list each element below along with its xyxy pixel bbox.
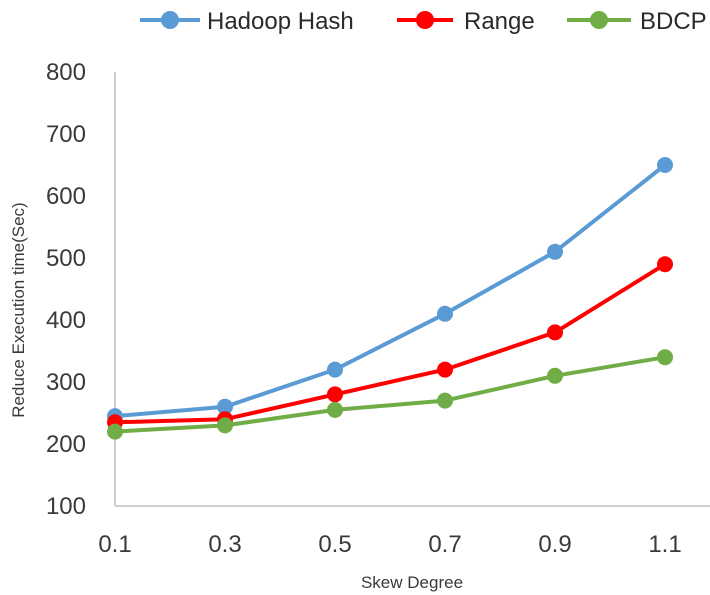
- series-bdcp: [107, 349, 673, 440]
- series-line: [113, 163, 667, 419]
- series-hadoop-hash: [107, 157, 673, 425]
- y-tick-labels: 100 200 300 400 500 600 700 800: [46, 59, 86, 520]
- legend-label: Hadoop Hash: [207, 8, 354, 35]
- data-point: [327, 361, 343, 378]
- data-point: [437, 392, 453, 409]
- x-tick-label: 0.5: [318, 531, 351, 558]
- x-tick-label: 0.3: [208, 531, 241, 558]
- y-tick-label: 100: [46, 493, 86, 520]
- data-point: [437, 305, 453, 322]
- legend-label: Range: [464, 8, 535, 35]
- axes: 100 200 300 400 500 600 700 800 0.1 0.3 0.5 0.7 0.9…: [9, 59, 710, 592]
- x-tick-label: 0.9: [538, 531, 571, 558]
- x-tick-label: 1.1: [648, 531, 681, 558]
- legend-item-bdcp: BDCP: [567, 8, 707, 35]
- data-point: [657, 157, 673, 173]
- y-tick-label: 800: [46, 59, 86, 86]
- legend-item-hadoop-hash: Hadoop Hash: [140, 8, 354, 35]
- y-tick-label: 700: [46, 121, 86, 148]
- legend: Hadoop Hash Range BDCP: [140, 8, 707, 35]
- legend-item-range: Range: [397, 8, 535, 35]
- plot-area: [107, 157, 673, 440]
- data-point: [217, 398, 233, 415]
- x-tick-label: 0.7: [428, 531, 461, 558]
- data-point: [437, 361, 453, 378]
- legend-marker: [161, 11, 179, 29]
- y-tick-label: 600: [46, 183, 86, 210]
- x-tick-label: 0.1: [98, 531, 131, 558]
- series-line: [113, 262, 667, 425]
- y-tick-label: 200: [46, 431, 86, 458]
- legend-label: BDCP: [640, 8, 707, 35]
- data-point: [547, 324, 563, 341]
- data-point: [327, 386, 343, 403]
- data-point: [547, 367, 563, 384]
- data-point: [327, 401, 343, 418]
- y-tick-label: 300: [46, 369, 86, 396]
- series-line: [113, 355, 667, 434]
- x-tick-labels: 0.1 0.3 0.5 0.7 0.9 1.1: [98, 531, 681, 558]
- data-point: [657, 256, 673, 273]
- data-point: [657, 349, 673, 366]
- legend-marker: [416, 11, 434, 29]
- y-axis-title: Reduce Execution time(Sec): [9, 202, 28, 417]
- y-tick-label: 400: [46, 307, 86, 334]
- data-point: [217, 417, 233, 434]
- x-axis-title: Skew Degree: [361, 573, 463, 592]
- legend-marker: [590, 11, 608, 29]
- y-tick-label: 500: [46, 245, 86, 272]
- data-point: [547, 243, 563, 260]
- data-point: [107, 423, 123, 440]
